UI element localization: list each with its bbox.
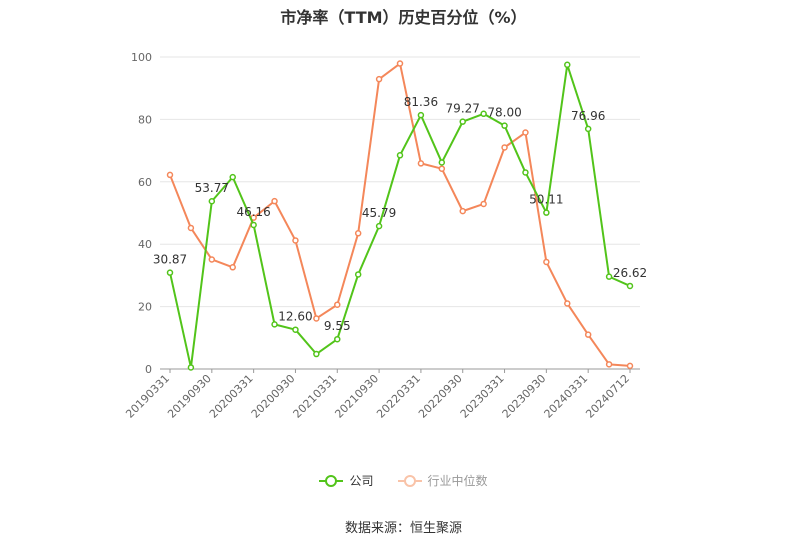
data-point — [208, 256, 216, 263]
y-tick-label: 80 — [138, 113, 152, 126]
data-label: 9.55 — [324, 319, 351, 333]
legend-item-industry-median[interactable]: 行业中位数 — [397, 472, 488, 489]
legend-swatch-industry-median — [397, 474, 422, 487]
data-label: 12.60 — [278, 310, 312, 324]
legend-label-company: 公司 — [349, 474, 374, 488]
data-point — [334, 301, 341, 308]
data-label: 26.62 — [613, 266, 647, 280]
y-tick-label: 60 — [138, 176, 152, 189]
data-point — [480, 110, 487, 118]
data-point — [459, 118, 466, 125]
data-point — [375, 75, 383, 83]
x-tick-label: 20200930 — [249, 372, 298, 421]
x-tick-label: 20230331 — [458, 372, 507, 421]
data-point — [564, 61, 571, 69]
y-tick-label: 0 — [145, 363, 152, 376]
data-point — [250, 221, 257, 229]
x-tick-label: 20230930 — [500, 372, 549, 421]
data-point — [354, 271, 362, 278]
data-point — [166, 171, 174, 179]
y-tick-label: 40 — [138, 238, 152, 251]
data-point — [417, 160, 425, 167]
source-note: 数据来源：恒生聚源 — [344, 521, 462, 536]
data-point — [229, 264, 236, 271]
data-label: 50.11 — [529, 193, 563, 207]
data-point — [605, 361, 613, 368]
y-tick-label: 20 — [138, 301, 152, 314]
data-point — [543, 209, 550, 216]
data-point — [271, 321, 278, 328]
legend-swatch-company — [319, 474, 344, 487]
data-label: 78.00 — [487, 106, 521, 120]
data-point — [480, 200, 487, 208]
data-point — [522, 169, 529, 176]
data-point — [438, 165, 446, 172]
x-tick-label: 20240331 — [542, 372, 591, 421]
legend-label-industry-median: 行业中位数 — [427, 474, 488, 488]
x-tick-label: 20210930 — [332, 372, 381, 421]
data-point — [229, 173, 236, 181]
data-point — [605, 273, 613, 280]
data-point — [564, 300, 571, 307]
x-tick-label: 20210331 — [291, 372, 340, 421]
data-point — [208, 197, 216, 205]
data-point — [396, 60, 404, 67]
data-point — [292, 326, 299, 333]
data-point — [459, 207, 466, 215]
x-tick-label: 20190930 — [165, 372, 214, 421]
legend: 公司 行业中位数 — [0, 472, 807, 489]
data-point — [543, 258, 550, 266]
data-point — [417, 111, 425, 119]
x-tick-label: 20190331 — [123, 372, 172, 421]
x-tick-label: 20220331 — [374, 372, 423, 421]
data-label: 46.16 — [236, 205, 270, 219]
data-point — [334, 335, 341, 343]
data-point — [187, 224, 195, 232]
data-point — [626, 282, 634, 290]
data-point — [354, 230, 362, 237]
data-point — [584, 331, 592, 338]
data-label: 76.96 — [571, 109, 605, 123]
data-point — [271, 197, 278, 205]
data-point — [396, 152, 404, 159]
data-point — [501, 122, 508, 129]
data-point — [501, 144, 508, 151]
data-point — [375, 222, 383, 230]
data-point — [313, 315, 320, 322]
data-label: 81.36 — [404, 95, 438, 109]
data-label: 30.87 — [153, 253, 187, 267]
chart-title: 市净率（TTM）历史百分位（%） — [280, 8, 527, 27]
data-point — [438, 159, 446, 166]
data-point — [626, 362, 634, 370]
y-tick-label: 100 — [131, 51, 152, 64]
legend-item-company[interactable]: 公司 — [319, 472, 374, 489]
data-point — [292, 237, 299, 244]
data-point — [522, 129, 529, 136]
x-tick-label: 20200331 — [207, 372, 256, 421]
data-label: 79.27 — [446, 102, 480, 116]
x-tick-label: 20220930 — [416, 372, 465, 421]
data-point — [313, 350, 320, 358]
data-label: 53.77 — [195, 181, 229, 195]
data-point — [166, 269, 174, 276]
data-label: 45.79 — [362, 206, 396, 220]
x-tick-label: 20240712 — [583, 372, 632, 421]
data-point — [187, 364, 195, 371]
data-point — [584, 125, 592, 133]
